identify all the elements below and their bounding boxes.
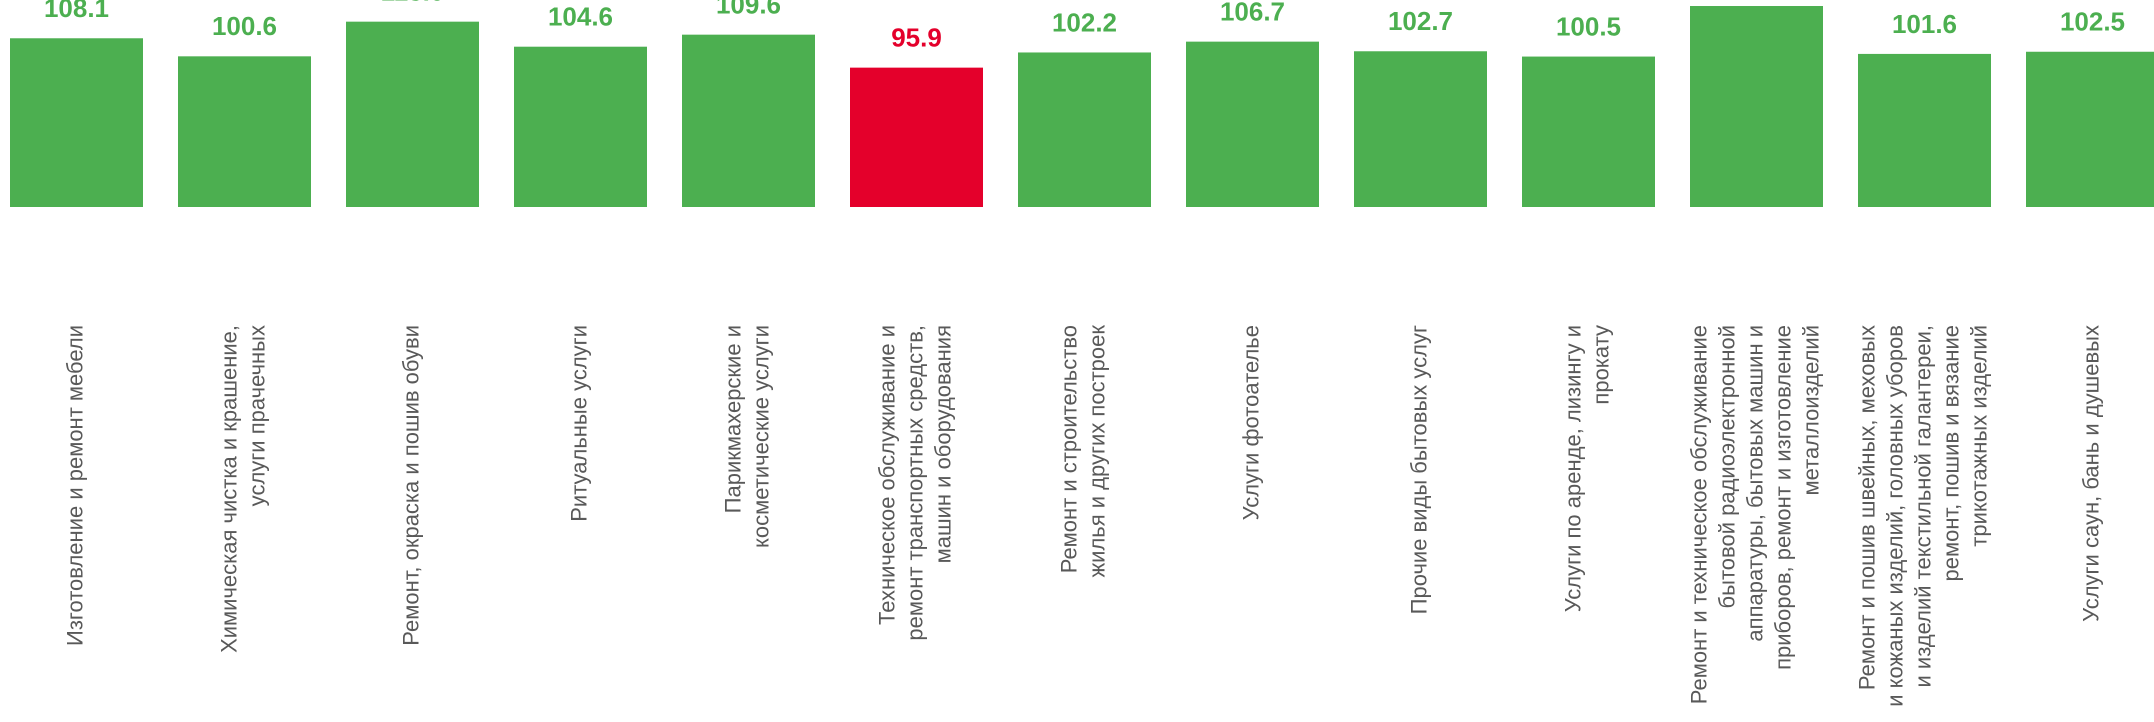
bar [1186, 42, 1319, 207]
bar [850, 68, 983, 207]
bar [1018, 52, 1151, 207]
category-label: ремонт, пошив и вязание [1938, 325, 1963, 581]
bar [2026, 52, 2154, 207]
bar [1858, 54, 1991, 207]
category-label: Изготовление и ремонт мебели [62, 325, 87, 646]
category-label: Химическая чистка и крашение, [216, 325, 241, 653]
bar [682, 35, 815, 207]
value-label: 102.2 [1052, 7, 1117, 37]
category-label: Услуги фотоателье [1238, 325, 1263, 520]
value-label: 109.6 [716, 0, 781, 20]
category-label: бытовой радиоэлектронной [1714, 325, 1739, 608]
category-label: Ритуальные услуги [566, 325, 591, 522]
category-label: и кожаных изделий, головных уборов [1882, 325, 1907, 707]
category-label: машин и оборудования [930, 325, 955, 563]
category-label: трикотажных изделий [1966, 325, 1991, 547]
category-label: металлоизделий [1798, 325, 1823, 496]
value-label: 95.9 [891, 23, 942, 53]
bar [10, 38, 143, 207]
category-label: Парикмахерские и [720, 325, 745, 513]
category-label: ремонт транспортных средств, [902, 325, 927, 641]
category-label: Прочие виды бытовых услуг [1406, 325, 1431, 614]
category-label: косметические услуги [748, 325, 773, 548]
category-label: Ремонт и пошив швейных, меховых [1854, 325, 1879, 690]
value-label: 100.6 [212, 11, 277, 41]
category-label: Услуги саун, бань и душевых [2078, 325, 2103, 622]
category-label: Техническое обслуживание и [874, 325, 899, 625]
category-label: Ремонт и техническое обслуживание [1686, 325, 1711, 704]
category-label: жилья и других построек [1084, 325, 1109, 578]
page: 108.1 Изготовление и ремонт мебели 100.6 Хи… [0, 0, 2154, 722]
category-label: Ремонт, окраска и пошив обуви [398, 325, 423, 646]
value-label: 102.5 [2060, 7, 2125, 37]
category-label: услуги прачечных [244, 325, 269, 506]
value-label: 102.7 [1388, 6, 1453, 36]
bar [178, 56, 311, 207]
bar [346, 22, 479, 207]
value-label: 104.6 [548, 2, 613, 32]
category-label: Услуги по аренде, лизингу и [1560, 325, 1585, 612]
value-label: 106.7 [1220, 0, 1285, 27]
category-label: и изделий текстильной галантереи, [1910, 325, 1935, 687]
value-label: 100.5 [1556, 11, 1621, 41]
value-label: 101.6 [1892, 9, 1957, 39]
bar [1354, 51, 1487, 207]
bar [1522, 57, 1655, 207]
category-label: прокату [1588, 325, 1613, 405]
bar [514, 47, 647, 207]
value-label: 115.0 [381, 0, 445, 7]
value-label: 108.1 [44, 0, 109, 23]
category-label: Ремонт и строительство [1056, 325, 1081, 573]
chart: 108.1 Изготовление и ремонт мебели 100.6 Хи… [0, 0, 2154, 722]
category-label: аппаратуры, бытовых машин и [1742, 325, 1767, 642]
category-label: приборов, ремонт и изготовление [1770, 325, 1795, 670]
bar [1690, 6, 1823, 207]
